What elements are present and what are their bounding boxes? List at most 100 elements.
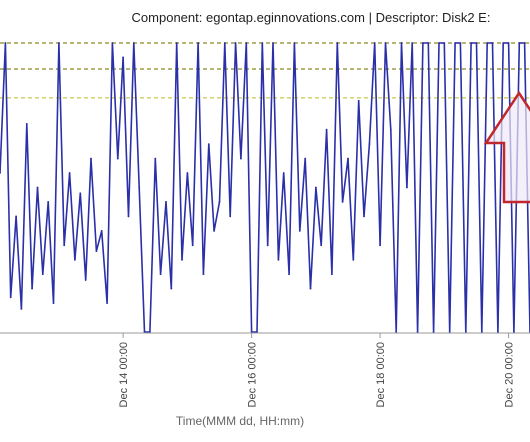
- data-point: [277, 258, 280, 261]
- data-point: [266, 244, 269, 247]
- data-point: [491, 42, 494, 44]
- data-point: [427, 42, 430, 44]
- data-point: [138, 186, 141, 189]
- data-point: [47, 201, 50, 203]
- annotation-arrow-shape: [483, 90, 530, 204]
- data-point: [4, 42, 7, 44]
- data-point: [443, 42, 446, 44]
- data-point: [197, 42, 200, 44]
- data-point: [272, 42, 274, 44]
- threshold-lines: [0, 42, 530, 99]
- data-point: [20, 308, 23, 310]
- data-point: [422, 42, 424, 44]
- data-point: [298, 230, 301, 232]
- data-point: [74, 258, 76, 261]
- data-point: [100, 230, 103, 232]
- data-point: [357, 99, 360, 102]
- x-tick-label-1: Dec 16 00:00: [247, 342, 259, 407]
- data-point: [518, 42, 521, 44]
- x-tick-label-0: Dec 14 00:00: [118, 342, 130, 407]
- data-point: [245, 42, 248, 44]
- data-point: [454, 42, 456, 44]
- data-point: [127, 215, 130, 218]
- data-point: [63, 244, 66, 247]
- data-point: [84, 279, 87, 281]
- data-point: [373, 42, 376, 44]
- data-point: [9, 296, 12, 299]
- data-point: [111, 42, 114, 44]
- data-point: [95, 250, 98, 253]
- data-point: [122, 56, 124, 59]
- data-point: [523, 42, 526, 44]
- data-point: [207, 143, 210, 146]
- data-point: [395, 331, 398, 333]
- data-point: [448, 331, 451, 333]
- data-point: [181, 258, 183, 261]
- data-point: [90, 157, 92, 160]
- data-point: [149, 331, 151, 333]
- data-point: [79, 192, 82, 195]
- data-point: [507, 42, 510, 44]
- x-axis-label: Time(MMM dd, HH:mm): [175, 414, 305, 428]
- data-point: [347, 157, 349, 160]
- data-point: [0, 172, 1, 174]
- data-point: [293, 42, 296, 44]
- data-point: [256, 331, 258, 333]
- data-point: [106, 302, 108, 304]
- data-point: [497, 331, 499, 333]
- data-point: [502, 42, 505, 44]
- data-point: [315, 186, 317, 189]
- data-point: [31, 287, 33, 290]
- data-point: [411, 42, 414, 44]
- chart-title: Component: egontap.eginnovations.com | D…: [131, 10, 491, 25]
- annotation-arrow: [483, 90, 530, 204]
- data-point: [486, 42, 489, 44]
- series-line-0: [0, 42, 530, 333]
- data-point: [341, 201, 344, 203]
- x-tick-label-3: Dec 20 00:00: [504, 342, 516, 407]
- data-point: [250, 331, 253, 333]
- data-point: [331, 273, 333, 276]
- data-point: [159, 273, 162, 276]
- data-point: [132, 42, 135, 44]
- data-point: [218, 201, 221, 203]
- data-point: [170, 287, 173, 290]
- data-point: [261, 42, 264, 44]
- data-point: [202, 273, 205, 276]
- data-point: [154, 157, 157, 160]
- data-point: [384, 42, 387, 44]
- data-point: [282, 172, 285, 174]
- data-point: [336, 42, 339, 44]
- data-point: [68, 172, 71, 174]
- data-point: [36, 186, 39, 189]
- data-point: [464, 331, 467, 333]
- data-point: [389, 128, 392, 131]
- data-point: [363, 215, 365, 218]
- data-point: [475, 42, 478, 44]
- data-point: [288, 273, 290, 276]
- data-point: [116, 157, 119, 160]
- data-point: [320, 244, 323, 247]
- data-point: [240, 157, 242, 160]
- series-layer: [0, 42, 530, 333]
- data-point: [304, 157, 307, 160]
- data-point: [480, 331, 483, 333]
- data-point: [143, 331, 146, 333]
- data-point: [352, 258, 355, 261]
- data-point: [406, 186, 408, 189]
- data-point: [470, 42, 472, 44]
- data-point: [379, 244, 381, 247]
- data-point: [459, 42, 462, 44]
- data-point: [15, 215, 17, 218]
- x-tick-label-2: Dec 18 00:00: [375, 342, 387, 407]
- data-point: [52, 302, 55, 304]
- data-point: [513, 331, 515, 333]
- data-point: [400, 42, 403, 44]
- data-point: [309, 287, 312, 290]
- data-point: [325, 128, 328, 131]
- x-ticks: Dec 14 00:00 Dec 16 00:00 Dec 18 00:00 Dec …: [118, 333, 516, 407]
- data-point: [41, 273, 44, 276]
- data-point: [438, 42, 440, 44]
- data-point: [191, 244, 194, 247]
